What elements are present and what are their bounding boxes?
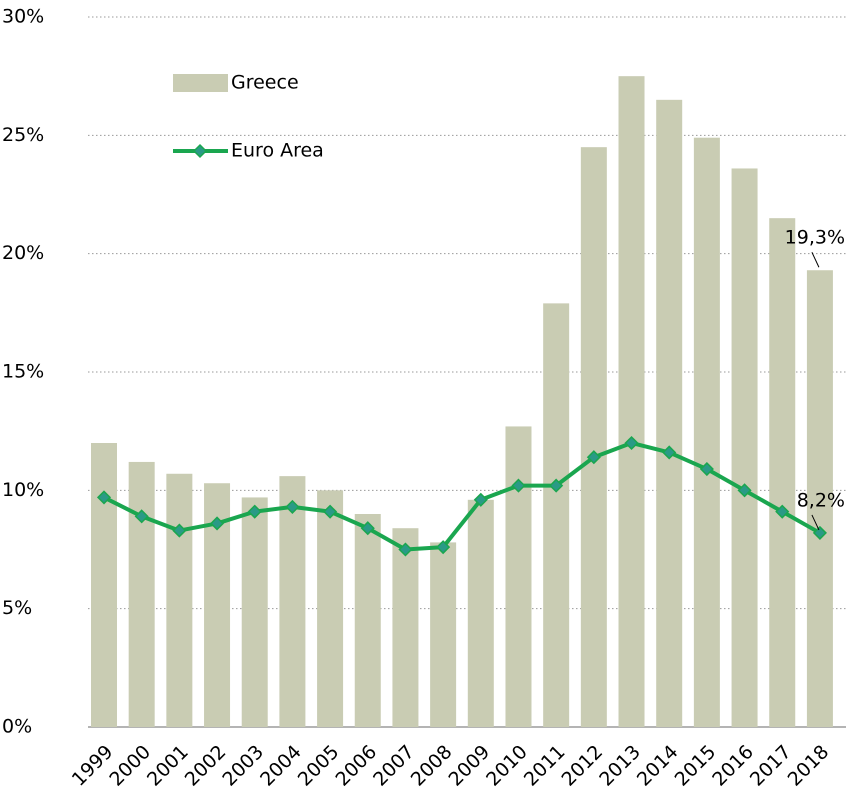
y-tick-label: 15% [2, 361, 44, 383]
bar [354, 514, 381, 727]
bar [392, 528, 419, 727]
marker [586, 450, 601, 465]
x-tick-label: 1999 [68, 741, 118, 791]
x-tick-label: 2005 [294, 741, 344, 791]
leader-line [811, 514, 820, 531]
marker [511, 478, 526, 493]
marker [436, 540, 451, 555]
bar [128, 461, 155, 727]
bar [543, 303, 570, 727]
leader-line [811, 252, 820, 268]
marker [360, 521, 375, 536]
x-tick-label: 2013 [595, 741, 645, 791]
bar [317, 490, 344, 727]
x-tick-label: 2003 [218, 741, 268, 791]
marker [96, 490, 112, 505]
marker [398, 542, 413, 557]
x-tick-label: 2004 [256, 741, 306, 791]
data-label: 19,3% [785, 227, 845, 249]
data-label: 8,2% [797, 489, 845, 511]
x-tick-label: 2007 [369, 741, 419, 791]
x-tick-label: 2016 [708, 741, 758, 791]
y-tick-label: 5% [2, 597, 32, 619]
marker [624, 435, 639, 451]
line [103, 441, 821, 552]
x-tick-label: 2000 [105, 741, 155, 791]
bar [241, 497, 268, 727]
x-tick-label: 2015 [671, 741, 721, 791]
marker [323, 504, 338, 519]
x-tick-label: 2010 [482, 741, 532, 791]
y-tick-label: 0% [2, 716, 32, 738]
marker [775, 504, 790, 519]
y-tick-label: 20% [2, 242, 44, 264]
x-tick-label: 2011 [520, 741, 570, 791]
marker [285, 499, 300, 514]
marker [699, 461, 714, 477]
bar [769, 218, 796, 727]
bar [806, 270, 833, 727]
marker [134, 509, 149, 524]
marker [549, 478, 564, 493]
marker [209, 516, 225, 531]
bar [693, 137, 720, 727]
bar [91, 443, 117, 727]
x-tick-label: 2018 [784, 741, 834, 791]
marker [662, 445, 677, 460]
bar [467, 499, 494, 727]
y-tick-label: 10% [2, 479, 44, 501]
legend-marker [192, 143, 208, 159]
marker [172, 523, 187, 538]
x-tick-label: 2006 [331, 741, 381, 791]
legend-label: Euro Area [231, 140, 324, 162]
x-tick-label: 2002 [181, 741, 231, 791]
x-tick-label: 2001 [143, 741, 193, 791]
bar [430, 542, 457, 727]
bar [505, 426, 532, 727]
marker [812, 525, 827, 540]
x-tick-label: 2009 [444, 741, 494, 791]
y-tick-label: 30% [2, 6, 44, 28]
bar [166, 473, 193, 727]
bar [580, 147, 607, 727]
x-tick-label: 2008 [407, 741, 457, 791]
x-tick-label: 2012 [558, 741, 608, 791]
bar [618, 76, 645, 727]
bar [731, 168, 758, 727]
marker [473, 492, 488, 507]
marker [737, 483, 752, 498]
x-tick-label: 2017 [746, 741, 796, 791]
bar [279, 476, 306, 727]
marker [247, 504, 262, 519]
legend-label: Greece [231, 72, 299, 94]
x-tick-label: 2014 [633, 741, 683, 791]
y-tick-label: 25% [2, 124, 44, 146]
bar [656, 99, 683, 728]
legend-swatch [173, 74, 228, 92]
